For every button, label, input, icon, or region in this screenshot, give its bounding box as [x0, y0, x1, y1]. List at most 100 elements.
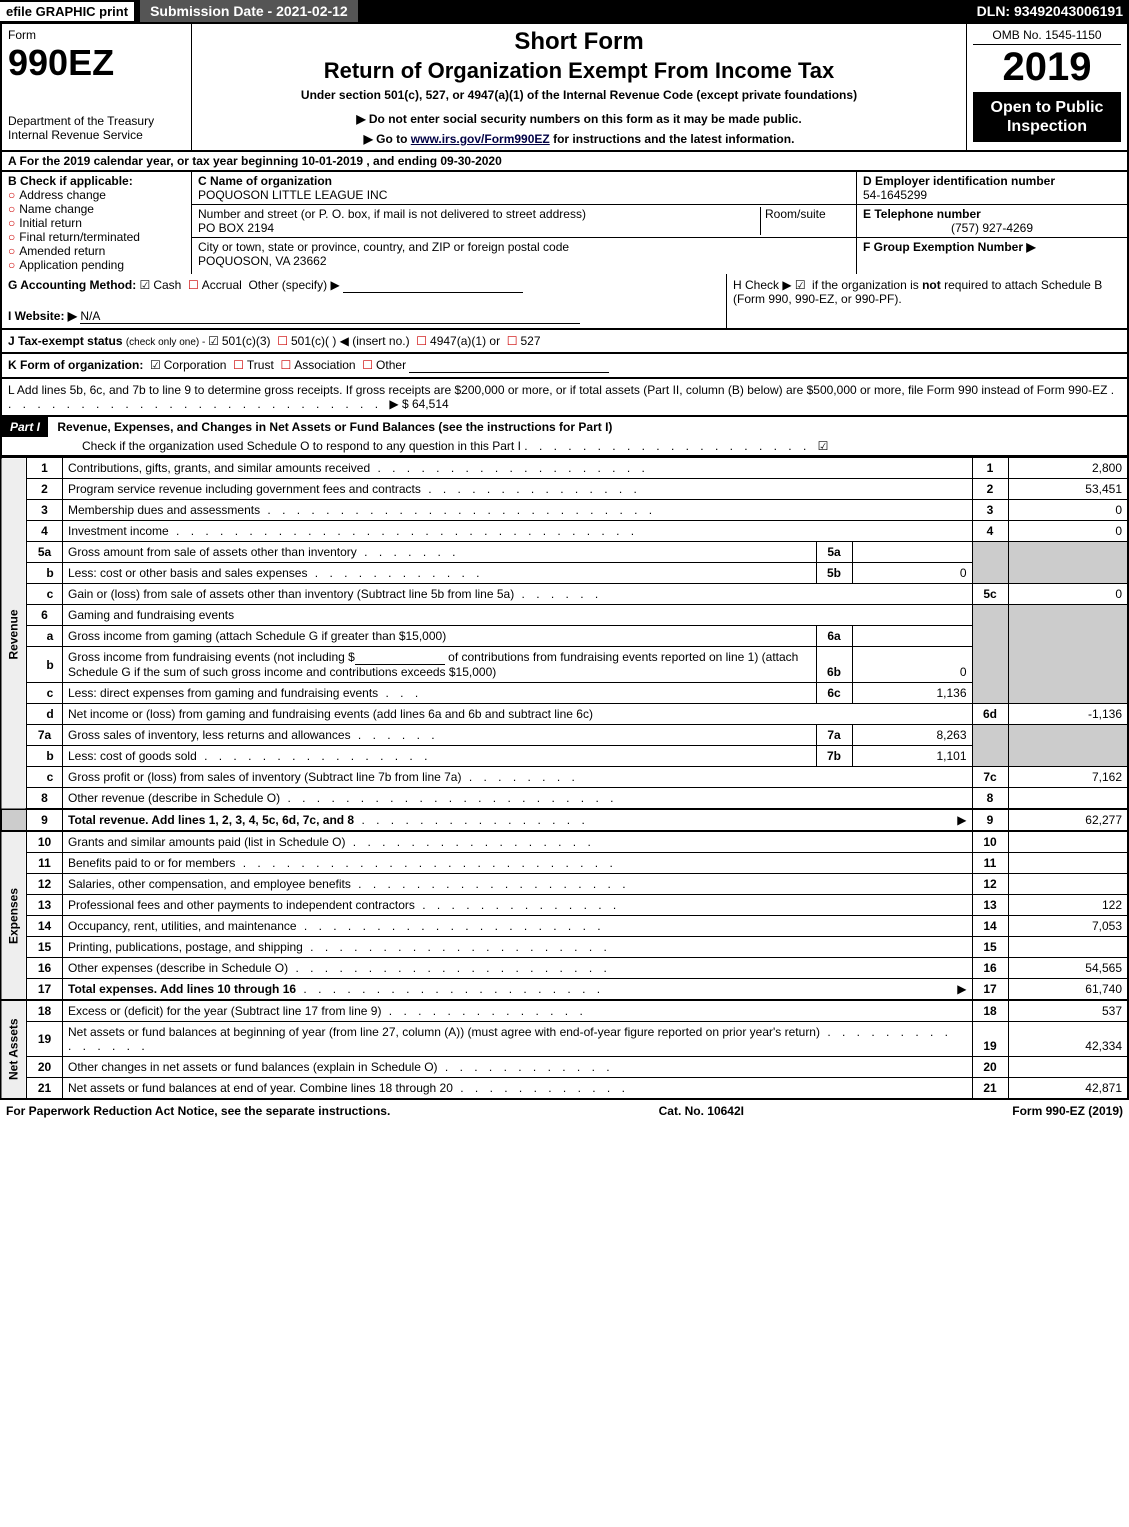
form-header: Form 990EZ Department of the Treasury In… [0, 24, 1129, 152]
part1-title: Revenue, Expenses, and Changes in Net As… [51, 417, 618, 437]
period-row: A For the 2019 calendar year, or tax yea… [0, 152, 1129, 172]
table-row: 20Other changes in net assets or fund ba… [1, 1057, 1128, 1078]
chk-corporation[interactable]: Corporation [150, 358, 226, 372]
chk-4947[interactable]: 4947(a)(1) or [416, 334, 500, 348]
instructions-link-row: ▶ Go to www.irs.gov/Form990EZ for instru… [198, 132, 960, 146]
tax-exempt-sub: (check only one) - [126, 337, 208, 348]
ein-label: D Employer identification number [863, 174, 1121, 188]
form-label: Form [8, 28, 185, 42]
city-value: POQUOSON, VA 23662 [198, 254, 850, 268]
table-row: 4Investment income . . . . . . . . . . .… [1, 521, 1128, 542]
tel-value: (757) 927-4269 [863, 221, 1121, 235]
dln-number: DLN: 93492043006191 [977, 3, 1129, 19]
chk-application-pending[interactable]: Application pending [8, 258, 185, 272]
revenue-label: Revenue [1, 458, 27, 810]
chk-final-return[interactable]: Final return/terminated [8, 230, 185, 244]
table-row: 15Printing, publications, postage, and s… [1, 937, 1128, 958]
footer-cat: Cat. No. 10642I [659, 1104, 744, 1118]
chk-schedule-b[interactable] [795, 278, 809, 292]
section-l-arrow: ▶ [389, 397, 398, 411]
chk-accrual[interactable]: Accrual [188, 278, 242, 292]
entity-grid: B Check if applicable: Address change Na… [0, 172, 1129, 274]
expenses-label: Expenses [1, 831, 27, 1000]
room-suite-label: Room/suite [760, 207, 850, 235]
table-row: 14Occupancy, rent, utilities, and mainte… [1, 916, 1128, 937]
part1-badge: Part I [2, 417, 48, 437]
h-not: not [922, 278, 941, 292]
form-org-label: K Form of organization: [8, 358, 143, 372]
submission-date: Submission Date - 2021-02-12 [138, 0, 360, 24]
chk-501c3[interactable]: 501(c)(3) [208, 334, 270, 348]
table-row: 11Benefits paid to or for members . . . … [1, 853, 1128, 874]
chk-association[interactable]: Association [280, 358, 355, 372]
table-row: 17Total expenses. Add lines 10 through 1… [1, 979, 1128, 1001]
irs-link[interactable]: www.irs.gov/Form990EZ [411, 132, 550, 146]
table-row: bGross income from fundraising events (n… [1, 647, 1128, 683]
efile-label: efile GRAPHIC print [0, 2, 134, 21]
dept-treasury: Department of the Treasury [8, 114, 185, 128]
section-b-label: B Check if applicable: [8, 174, 185, 188]
table-row: dNet income or (loss) from gaming and fu… [1, 704, 1128, 725]
warn2-prefix: ▶ Go to [364, 132, 411, 146]
chk-cash[interactable]: Cash [140, 278, 182, 292]
addr-value: PO BOX 2194 [198, 221, 760, 235]
row-label: Contributions, gifts, grants, and simila… [63, 458, 973, 479]
financial-table: Revenue 1 Contributions, gifts, grants, … [0, 457, 1129, 1100]
table-row: bLess: cost or other basis and sales exp… [1, 563, 1128, 584]
table-row: 7aGross sales of inventory, less returns… [1, 725, 1128, 746]
section-j: J Tax-exempt status (check only one) - 5… [0, 330, 1129, 354]
table-row: bLess: cost of goods sold . . . . . . . … [1, 746, 1128, 767]
page-footer: For Paperwork Reduction Act Notice, see … [0, 1100, 1129, 1122]
top-bar: efile GRAPHIC print Submission Date - 20… [0, 0, 1129, 24]
tax-exempt-label: J Tax-exempt status [8, 334, 123, 348]
table-row: cGross profit or (loss) from sales of in… [1, 767, 1128, 788]
table-row: aGross income from gaming (attach Schedu… [1, 626, 1128, 647]
ein-value: 54-1645299 [863, 188, 1121, 202]
chk-527[interactable]: 527 [507, 334, 541, 348]
group-exemption-label: F Group Exemption Number ▶ [863, 240, 1121, 254]
section-k: K Form of organization: Corporation Trus… [0, 354, 1129, 379]
chk-name-change[interactable]: Name change [8, 202, 185, 216]
omb-number: OMB No. 1545-1150 [973, 28, 1121, 45]
section-c: C Name of organization POQUOSON LITTLE L… [192, 172, 857, 274]
subtitle: Under section 501(c), 527, or 4947(a)(1)… [198, 88, 960, 102]
table-row: Net Assets 18Excess or (deficit) for the… [1, 1000, 1128, 1022]
addr-label: Number and street (or P. O. box, if mail… [198, 207, 760, 221]
table-row: 9Total revenue. Add lines 1, 2, 3, 4, 5c… [1, 809, 1128, 831]
tax-year: 2019 [973, 45, 1121, 90]
website-label: I Website: ▶ [8, 309, 77, 323]
chk-address-change[interactable]: Address change [8, 188, 185, 202]
website-value: N/A [80, 309, 580, 324]
h-prefix: H Check ▶ [733, 278, 795, 292]
table-row: cLess: direct expenses from gaming and f… [1, 683, 1128, 704]
warn2-suffix: for instructions and the latest informat… [550, 132, 795, 146]
table-row: 8Other revenue (describe in Schedule O) … [1, 788, 1128, 810]
table-row: Revenue 1 Contributions, gifts, grants, … [1, 458, 1128, 479]
short-form-title: Short Form [198, 28, 960, 56]
chk-trust[interactable]: Trust [233, 358, 274, 372]
section-l: L Add lines 5b, 6c, and 7b to line 9 to … [0, 379, 1129, 417]
row-amount: 2,800 [1008, 458, 1128, 479]
chk-amended-return[interactable]: Amended return [8, 244, 185, 258]
main-title: Return of Organization Exempt From Incom… [198, 58, 960, 84]
table-row: 19Net assets or fund balances at beginni… [1, 1022, 1128, 1057]
warning-ssn: ▶ Do not enter social security numbers o… [198, 112, 960, 126]
part1-check[interactable]: ☑ [818, 439, 829, 453]
h-mid: if the organization is [812, 278, 922, 292]
section-d-e-f: D Employer identification number 54-1645… [857, 172, 1127, 274]
table-row: Expenses 10Grants and similar amounts pa… [1, 831, 1128, 853]
section-h: H Check ▶ if the organization is not req… [727, 274, 1127, 328]
chk-initial-return[interactable]: Initial return [8, 216, 185, 230]
part1-sub: Check if the organization used Schedule … [82, 439, 521, 453]
table-row: cGain or (loss) from sale of assets othe… [1, 584, 1128, 605]
section-g-h: G Accounting Method: Cash Accrual Other … [0, 274, 1129, 330]
title-block: Short Form Return of Organization Exempt… [192, 24, 967, 150]
chk-501c[interactable]: 501(c)( ) ◀ (insert no.) [277, 334, 409, 348]
table-row: 12Salaries, other compensation, and empl… [1, 874, 1128, 895]
section-g: G Accounting Method: Cash Accrual Other … [2, 274, 727, 328]
table-row: 21Net assets or fund balances at end of … [1, 1078, 1128, 1100]
accounting-other: Other (specify) ▶ [248, 278, 339, 292]
chk-other-org[interactable]: Other [362, 358, 406, 372]
section-b: B Check if applicable: Address change Na… [2, 172, 192, 274]
tel-label: E Telephone number [863, 207, 1121, 221]
